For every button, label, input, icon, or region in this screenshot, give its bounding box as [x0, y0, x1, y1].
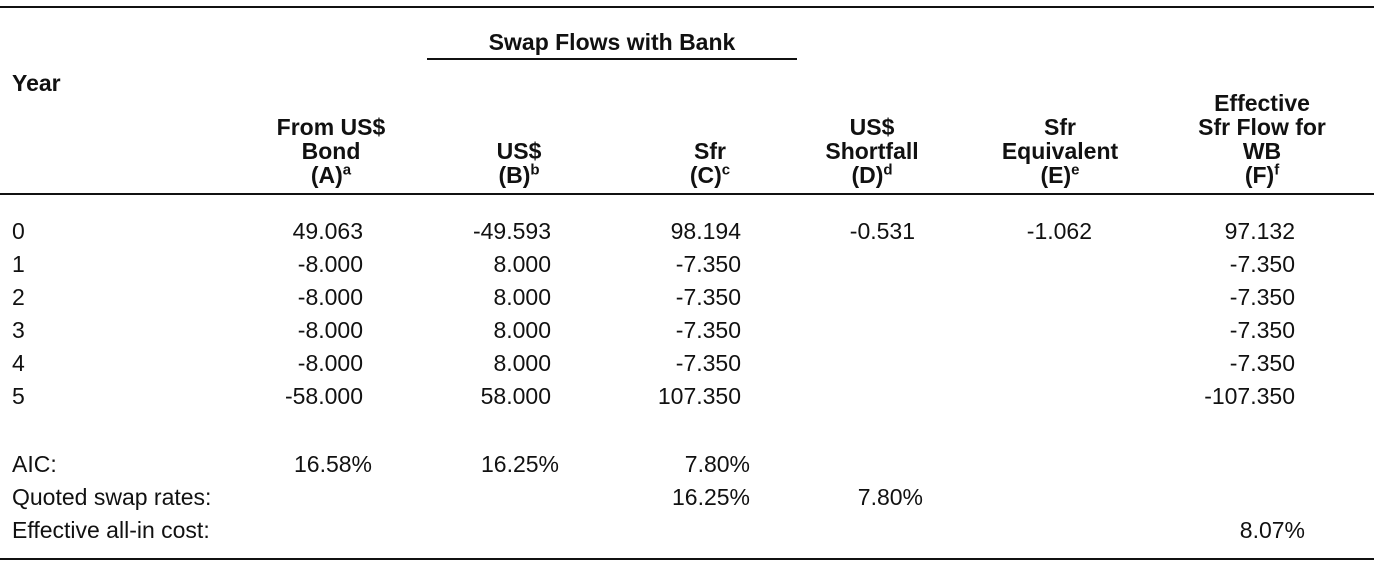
summary-label-aic: AIC: [12, 451, 57, 477]
cell-c: -7.350 [675, 251, 741, 277]
cell-f: -7.350 [1229, 317, 1295, 343]
summary-cell-b: 16.25% [480, 451, 559, 477]
year-header: Year [12, 70, 61, 96]
cell-b: 8.000 [493, 284, 551, 310]
footnote-marker: e [1071, 161, 1080, 179]
column-header-f: Effective Sfr Flow for WB (F)f [1162, 91, 1362, 187]
cell-b: 8.000 [493, 317, 551, 343]
row-year: 0 [12, 218, 25, 244]
cell-a: -8.000 [297, 284, 363, 310]
swap-flows-group-underline [427, 58, 797, 60]
column-header-f-line: (F)f [1244, 161, 1280, 188]
column-header-a-line: Bond [301, 138, 361, 164]
row-year: 4 [12, 350, 25, 376]
column-header-f-line: Sfr Flow for [1198, 114, 1326, 140]
summary-cell-c: 7.80% [684, 451, 750, 477]
cell-a: -8.000 [297, 350, 363, 376]
cell-c: -7.350 [675, 284, 741, 310]
column-header-d-line: Shortfall [825, 138, 919, 164]
column-header-c: Sfr (C)c [610, 139, 810, 187]
cell-d: -0.531 [849, 218, 915, 244]
column-header-c-line: Sfr [694, 138, 726, 164]
column-header-b-line: (B)b [498, 161, 540, 188]
cell-c: 98.194 [670, 218, 741, 244]
cell-f: 97.132 [1224, 218, 1295, 244]
summary-cell-f: 8.07% [1239, 517, 1305, 543]
summary-cell-d: 7.80% [857, 484, 923, 510]
column-header-c-line: (C)c [689, 161, 731, 188]
row-year: 2 [12, 284, 25, 310]
cell-a: -8.000 [297, 317, 363, 343]
cell-a: 49.063 [292, 218, 363, 244]
swap-flows-group-title: Swap Flows with Bank [488, 29, 736, 55]
column-header-d-line: US$ [849, 114, 895, 140]
summary-label-quoted: Quoted swap rates: [12, 484, 212, 510]
row-year: 5 [12, 383, 25, 409]
footnote-marker: b [530, 161, 540, 179]
cell-b: 58.000 [480, 383, 551, 409]
cell-a: -58.000 [284, 383, 363, 409]
summary-cell-a: 16.58% [293, 451, 372, 477]
column-header-e: Sfr Equivalent (E)e [960, 115, 1160, 187]
column-header-f-line: WB [1242, 138, 1282, 164]
header-bottom-rule [0, 193, 1374, 195]
summary-cell-c: 16.25% [671, 484, 750, 510]
column-header-e-line: (E)e [1040, 161, 1080, 188]
cell-e: -1.062 [1026, 218, 1092, 244]
cell-f: -7.350 [1229, 350, 1295, 376]
cell-c: -7.350 [675, 317, 741, 343]
cell-f: -7.350 [1229, 251, 1295, 277]
column-header-d-line: (D)d [851, 161, 893, 188]
footnote-marker: f [1274, 161, 1280, 179]
cell-b: -49.593 [472, 218, 551, 244]
column-header-d: US$ Shortfall (D)d [772, 115, 972, 187]
row-year: 3 [12, 317, 25, 343]
cell-f: -107.350 [1204, 383, 1295, 409]
column-header-e-line: Sfr [1044, 114, 1076, 140]
footnote-marker: c [721, 161, 731, 179]
column-header-a-line: (A)a [310, 161, 352, 188]
column-header-b: US$ (B)b [419, 139, 619, 187]
footnote-marker: d [883, 161, 893, 179]
column-header-f-line: Effective [1214, 90, 1310, 116]
footnote-marker: a [342, 161, 352, 179]
cell-c: -7.350 [675, 350, 741, 376]
summary-label-effective: Effective all-in cost: [12, 517, 210, 543]
column-header-b-line: US$ [496, 138, 542, 164]
cell-c: 107.350 [657, 383, 741, 409]
table-top-rule [0, 6, 1374, 8]
row-year: 1 [12, 251, 25, 277]
cell-b: 8.000 [493, 251, 551, 277]
column-header-a: From US$ Bond (A)a [231, 115, 431, 187]
cell-f: -7.350 [1229, 284, 1295, 310]
column-header-a-line: From US$ [276, 114, 386, 140]
cell-b: 8.000 [493, 350, 551, 376]
table-bottom-rule [0, 558, 1374, 560]
cell-a: -8.000 [297, 251, 363, 277]
column-header-e-line: Equivalent [1001, 138, 1119, 164]
